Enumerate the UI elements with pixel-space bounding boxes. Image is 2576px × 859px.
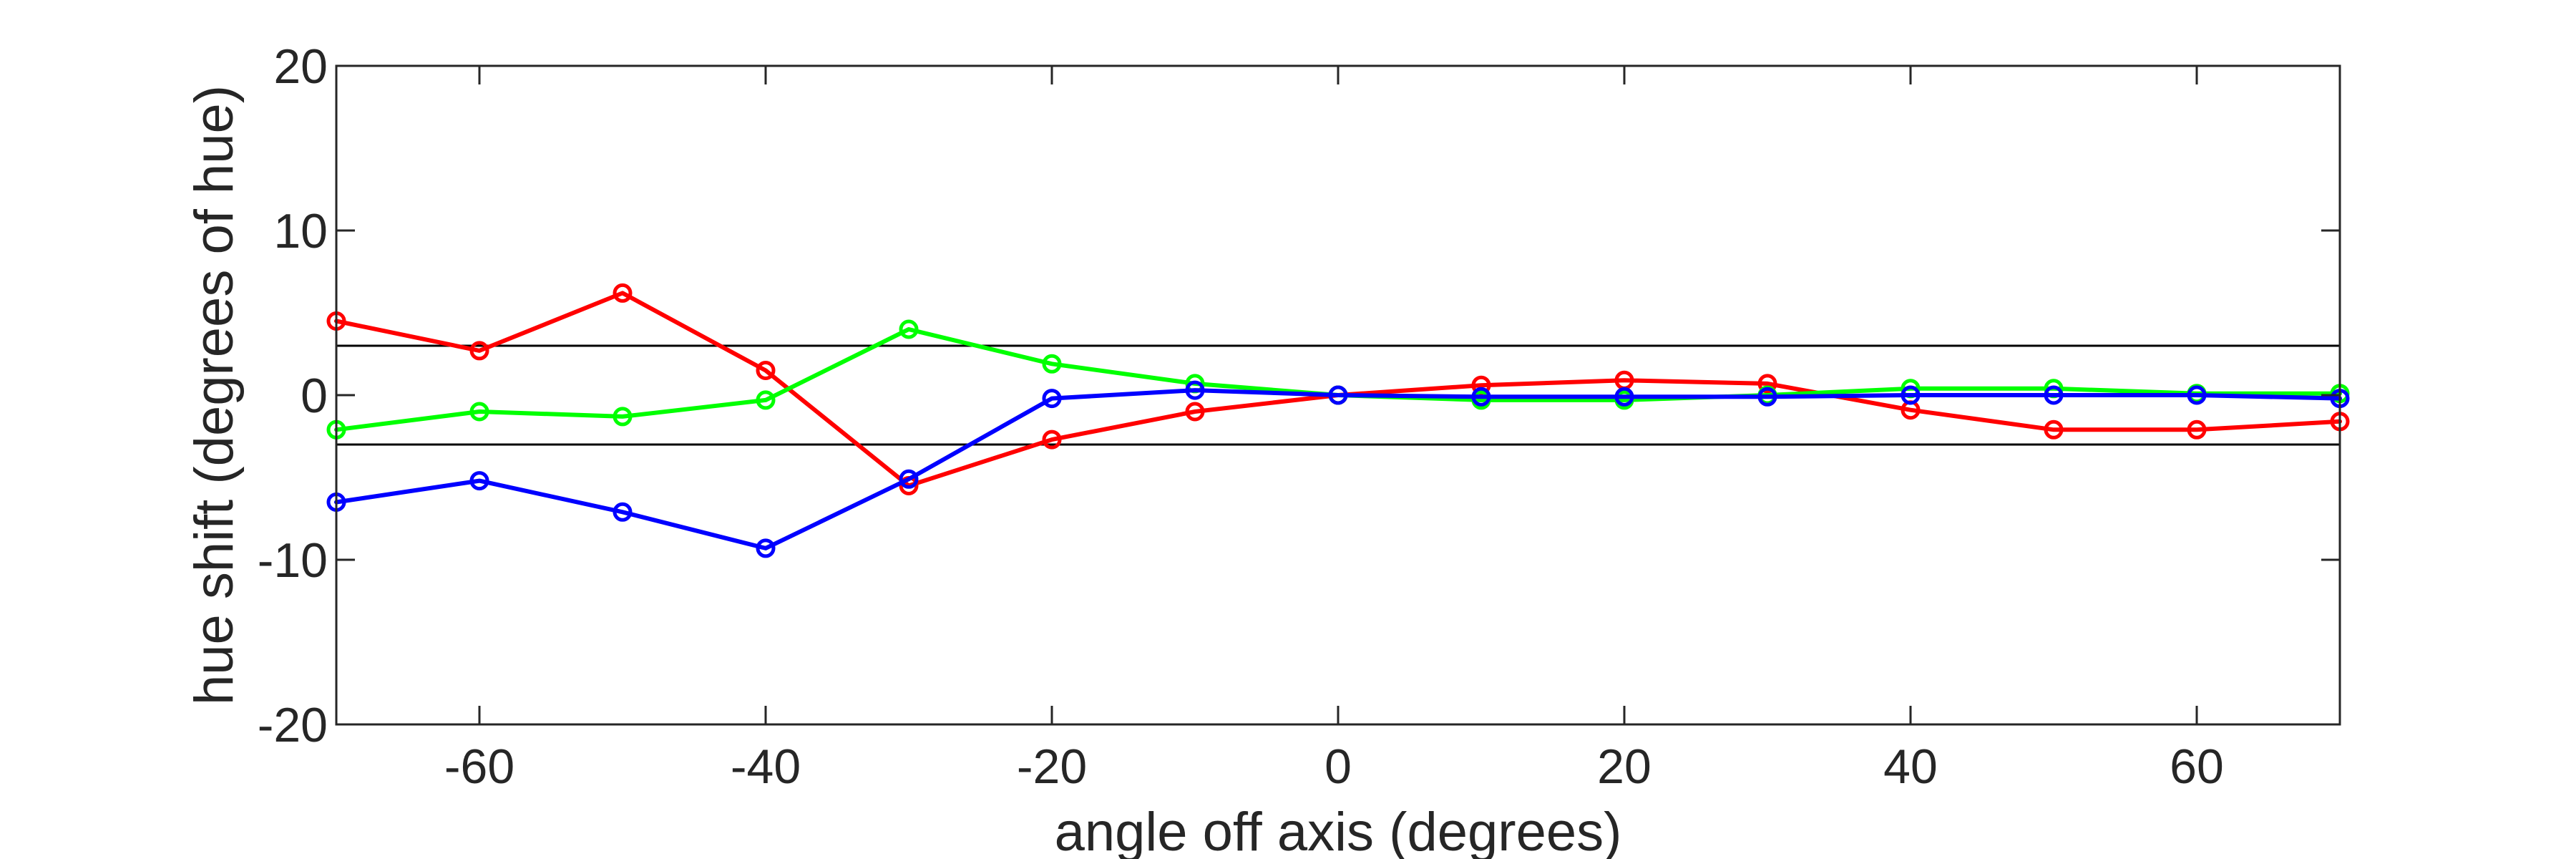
y-tick-label: 10 [273,204,328,258]
x-tick-label: -60 [444,739,514,794]
y-tick-label: 20 [273,39,328,94]
x-tick-label: 20 [1597,739,1652,794]
series-line [334,388,2342,550]
y-axis-label: hue shift (degrees of hue) [184,85,245,705]
data-point [1901,385,1921,405]
x-tick-label: 40 [1883,739,1938,794]
data-point [2187,385,2207,405]
axis-ticks: -60 -40 -20 0 20 40 60 -20 -10 0 10 20 [258,39,2340,794]
data-point [2044,419,2064,440]
data-point [469,471,489,491]
data-point [1757,374,1777,394]
data-point [469,402,489,422]
y-tick-label: 0 [301,369,328,423]
data-point [1757,387,1777,407]
data-point [1185,402,1205,422]
y-tick-label: -10 [258,533,328,588]
x-tick-label: -20 [1017,739,1087,794]
data-point [1185,380,1205,400]
x-tick-label: 60 [2170,739,2224,794]
data-point [899,319,919,339]
data-point [613,283,633,303]
x-axis-label: angle off axis (degrees) [1055,802,1622,859]
series-layer [326,283,2350,558]
y-tick-label: -20 [258,698,328,752]
data-point [899,469,919,489]
x-tick-label: 0 [1324,739,1352,794]
reference-lines [336,344,2340,446]
data-point [756,538,776,558]
data-point [1042,389,1062,409]
data-point [2187,419,2207,440]
data-point [1042,354,1062,374]
data-point [756,361,776,380]
series-3 [326,380,2350,558]
x-tick-label: -40 [731,739,801,794]
data-point [613,502,633,522]
data-point [613,407,633,427]
data-point [1042,430,1062,450]
data-point [756,390,776,410]
data-point [1471,387,1491,407]
data-point [1614,387,1634,407]
data-point [469,341,489,361]
data-point [2044,385,2064,405]
data-point [1328,385,1348,405]
